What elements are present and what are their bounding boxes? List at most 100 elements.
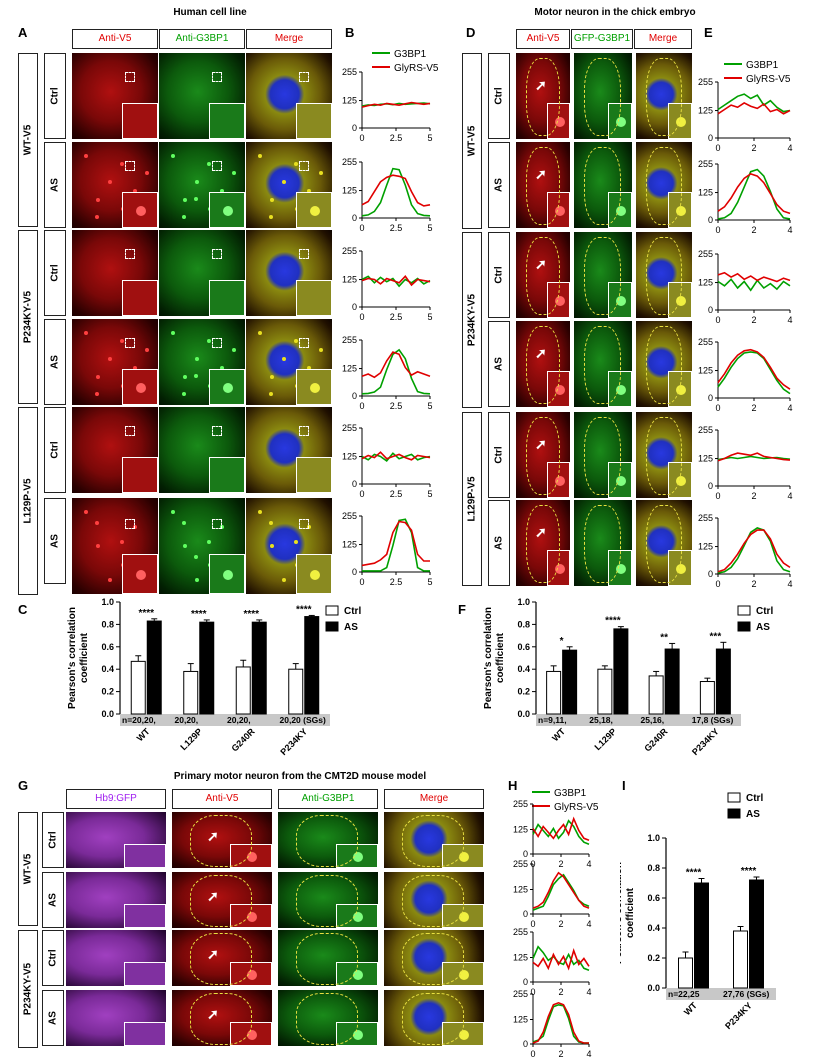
roi-box — [212, 519, 222, 529]
x-tick-label: 2 — [751, 225, 756, 235]
panel-letter-e: E — [704, 25, 713, 40]
inset-granule — [247, 970, 257, 980]
x-tick-label: 0 — [359, 133, 364, 143]
granule — [182, 215, 186, 219]
inset-granule — [353, 970, 363, 980]
inset-granule — [247, 912, 257, 922]
inset-granule — [616, 385, 626, 395]
inset-granule — [310, 383, 320, 393]
micrograph-merge — [246, 230, 332, 316]
condition-box: Ctrl — [488, 53, 510, 139]
bar-ctrl — [699, 681, 715, 715]
cell-outline — [646, 147, 682, 225]
granule — [182, 521, 186, 525]
series-g3bp1 — [361, 348, 431, 395]
significance-label: **** — [243, 609, 259, 620]
inset-granule — [136, 383, 146, 393]
condition-box: Ctrl — [488, 232, 510, 318]
y-tick-label: 255 — [342, 336, 357, 345]
micrograph-red: ➚ — [172, 930, 272, 986]
inset-granule — [223, 383, 233, 393]
condition-box: AS — [44, 498, 66, 584]
group-box-p234ky-d: P234KY-V5 — [462, 232, 482, 408]
y-label-line1: Pearson's correlation — [620, 862, 624, 964]
granule — [84, 154, 88, 158]
condition-label: AS — [493, 536, 505, 550]
x-tick-label: 0 — [715, 143, 720, 153]
zoom-inset — [296, 369, 332, 405]
roi-box — [299, 72, 309, 82]
granule — [96, 198, 100, 202]
series-glyrs — [717, 271, 791, 283]
line-graph: 0 125 255 0 2.5 5 — [342, 247, 433, 322]
granule — [319, 171, 323, 175]
bar-ctrl — [733, 930, 748, 989]
arrow-icon: ➚ — [207, 1006, 219, 1022]
line-graph: 0 125 255 0 2 4 — [513, 860, 592, 929]
cell-outline — [646, 237, 682, 315]
condition-box: AS — [42, 990, 64, 1046]
x-tick-label: 4 — [787, 491, 792, 501]
cell-outline — [525, 237, 561, 315]
y-tick-label: 255 — [342, 158, 357, 167]
line-graph: 0 125 255 0 2 4 — [698, 338, 793, 413]
granule — [258, 154, 262, 158]
y-tick-label: 0 — [523, 909, 528, 919]
series-glyrs — [361, 451, 431, 461]
granule — [220, 366, 224, 370]
x-tick-label: 0 — [715, 403, 720, 413]
granule — [84, 510, 88, 514]
cell-outline — [402, 933, 464, 985]
granule — [307, 189, 311, 193]
roi-box — [125, 249, 135, 259]
group-label-p234ky-g: P234KY-V5 — [22, 962, 34, 1016]
x-tick-label: 5 — [427, 223, 432, 233]
micrograph-red: ➚ — [172, 812, 272, 868]
y-tick-label: 125 — [513, 824, 528, 834]
y-tick-label: 0.6 — [101, 642, 114, 652]
bar-as — [251, 621, 267, 715]
granule — [307, 366, 311, 370]
series-glyrs — [532, 816, 590, 842]
group-label-wt-a: WT-V5 — [22, 124, 34, 156]
x-tick-label: 5 — [427, 312, 432, 322]
condition-label: Ctrl — [47, 949, 59, 967]
x-tick-label: 4 — [787, 143, 792, 153]
panel-letter-d: D — [466, 25, 476, 40]
condition-box: AS — [44, 319, 66, 405]
roi-box — [212, 161, 222, 171]
cell-outline — [584, 237, 622, 315]
y-tick-label: 0.4 — [517, 664, 530, 674]
micrograph-red: ➚ — [516, 232, 570, 318]
roi-box — [125, 519, 135, 529]
x-tick-label: 4 — [787, 579, 792, 589]
micrograph-merge — [384, 930, 484, 986]
micrograph-red — [72, 53, 158, 139]
category-label: P234KY — [723, 1000, 754, 1031]
x-tick-label: 4 — [586, 919, 591, 929]
arrow-icon: ➚ — [535, 524, 547, 540]
micrograph-green — [574, 232, 632, 318]
y-tick-label: 0.8 — [517, 619, 530, 629]
zoom-inset — [124, 904, 166, 928]
inset-granule — [616, 564, 626, 574]
arrow-icon: ➚ — [535, 345, 547, 361]
title-chick-embryo: Motor neuron in the chick embryo — [534, 7, 696, 18]
granule — [258, 331, 262, 335]
significance-label: * — [560, 636, 564, 647]
granule — [294, 162, 298, 166]
bar-as — [694, 882, 709, 989]
inset-granule — [554, 206, 565, 216]
y-tick-label: 125 — [342, 186, 357, 196]
x-tick-label: 5 — [427, 577, 432, 587]
granule — [220, 189, 224, 193]
y-tick-label: 0 — [352, 213, 357, 223]
y-label-line2: coefficient — [79, 632, 90, 683]
cell-outline — [525, 505, 561, 583]
condition-label: AS — [49, 178, 61, 192]
panel-letter-i: I — [622, 778, 626, 793]
category-label: P234KY — [690, 726, 721, 757]
roi-box — [212, 426, 222, 436]
series-glyrs — [717, 452, 791, 462]
group-label-l129p-d: L129P-V5 — [466, 476, 478, 522]
